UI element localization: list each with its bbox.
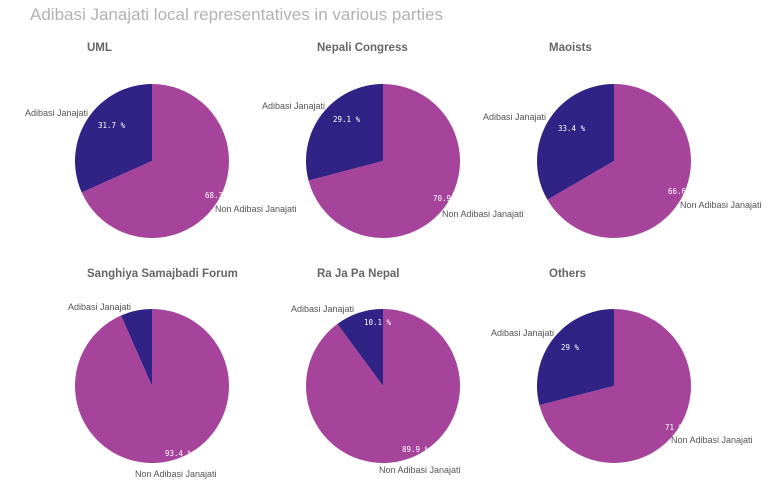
chart-title: Nepali Congress [317, 42, 408, 54]
chart-title: UML [87, 42, 112, 54]
slice-category-label: Adibasi Janajati [25, 108, 88, 118]
adibasi-slice [537, 309, 614, 406]
pie-chart-5: Ra Ja Pa Nepal Adibasi Janajati 10.1 % Non … [291, 268, 461, 475]
non-adibasi-slice [308, 84, 460, 239]
pie-chart-6: Others Adibasi Janajati 29 % Non Adibasi Ja… [491, 268, 753, 463]
pie-chart-2: Nepali Congress Adibasi Janajati 29.1 % Non… [262, 42, 524, 239]
slice-value-label: 33.4 % [558, 124, 586, 133]
chart-title: Sanghiya Samajbadi Forum [87, 268, 238, 280]
slice-category-label: Adibasi Janajati [68, 302, 131, 312]
chart-title: Ra Ja Pa Nepal [317, 268, 399, 280]
pie-chart-3: Maoists Adibasi Janajati 33.4 % Non Adibasi… [483, 42, 762, 238]
pie-chart-4: Sanghiya Samajbadi Forum Adibasi Janajati… [68, 268, 238, 479]
slice-value-label: 29.1 % [333, 115, 361, 124]
pie-chart-1: UML Adibasi Janajati 31.7 % Non Adibasi Jan… [25, 42, 297, 238]
slice-category-label: Adibasi Janajati [483, 112, 546, 122]
slice-category-label: Non Adibasi Janajati [680, 200, 762, 210]
chart-title: Maoists [549, 42, 592, 54]
non-adibasi-slice [75, 309, 230, 463]
slice-value-label: 10.1 % [364, 318, 392, 327]
slice-category-label: Adibasi Janajati [491, 328, 554, 338]
slice-value-label: 93.4 % [165, 449, 193, 458]
adibasi-slice [337, 309, 383, 386]
slice-category-label: Non Adibasi Janajati [135, 469, 217, 479]
non-adibasi-slice [539, 309, 692, 463]
adibasi-slice [120, 309, 152, 386]
non-adibasi-slice [547, 84, 692, 238]
slice-value-label: 31.7 % [98, 121, 126, 130]
slice-category-label: Adibasi Janajati [262, 101, 325, 111]
slice-category-label: Non Adibasi Janajati [215, 204, 297, 214]
adibasi-slice [74, 84, 152, 193]
adibasi-slice [537, 84, 614, 200]
non-adibasi-slice [305, 309, 460, 463]
page-title: Adibasi Janajati local representatives i… [30, 5, 443, 24]
chart-title: Others [549, 268, 586, 280]
adibasi-slice [305, 84, 383, 181]
slice-category-label: Adibasi Janajati [291, 304, 354, 314]
non-adibasi-slice [81, 84, 229, 238]
slice-category-label: Non Adibasi Janajati [379, 465, 461, 475]
slice-value-label: 71 % [665, 423, 684, 432]
slice-value-label: 89.9 % [402, 445, 430, 454]
slice-value-label: 70.9 % [433, 194, 461, 203]
slice-value-label: 66.6 % [668, 187, 696, 196]
slice-category-label: Non Adibasi Janajati [442, 209, 524, 219]
slice-value-label: 68.3 % [205, 191, 233, 200]
slice-value-label: 29 % [561, 343, 580, 352]
slice-category-label: Non Adibasi Janajati [671, 435, 753, 445]
